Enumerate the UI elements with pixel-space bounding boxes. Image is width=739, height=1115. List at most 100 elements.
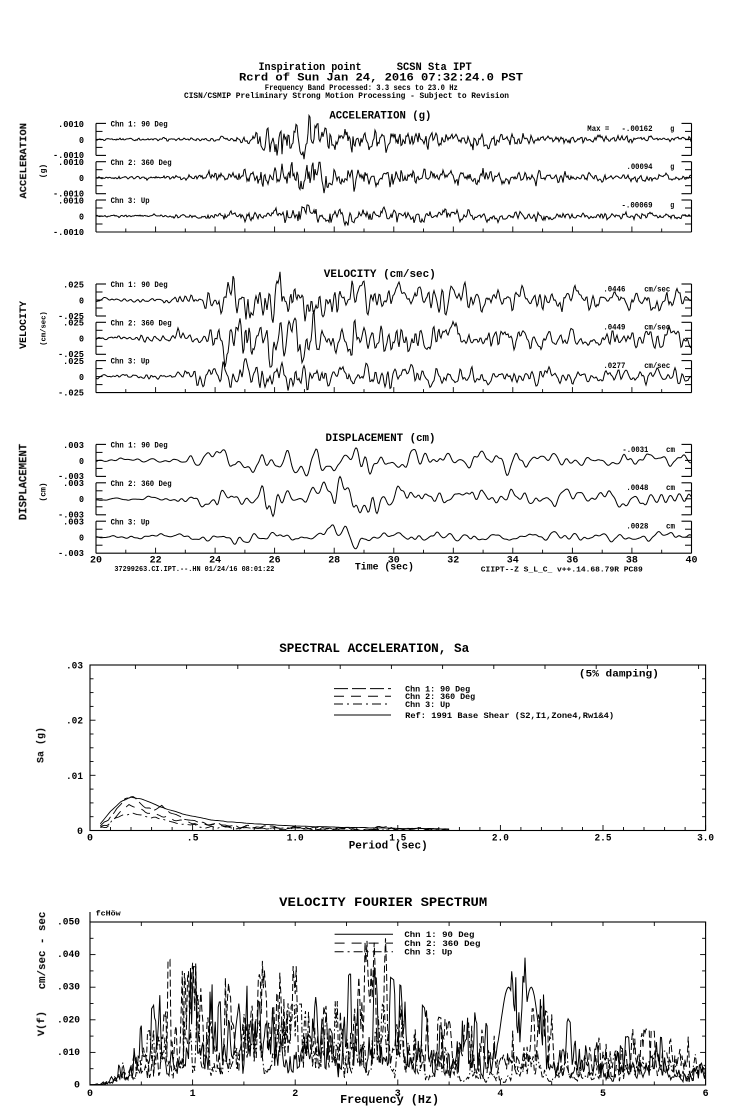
svg-text:2.5: 2.5 bbox=[595, 832, 612, 844]
svg-text:Time (sec): Time (sec) bbox=[355, 562, 414, 573]
svg-text:0: 0 bbox=[79, 135, 84, 146]
svg-text:3.0: 3.0 bbox=[697, 832, 714, 844]
svg-text:.0010: .0010 bbox=[58, 119, 84, 130]
svg-text:cm/sec: cm/sec bbox=[644, 324, 670, 333]
svg-text:.003: .003 bbox=[63, 517, 84, 528]
svg-text:g: g bbox=[670, 125, 674, 134]
svg-text:1.5: 1.5 bbox=[389, 832, 406, 844]
svg-text:.0010: .0010 bbox=[58, 157, 84, 168]
svg-text:g: g bbox=[670, 201, 674, 210]
svg-text:SPECTRAL ACCELERATION, Sa: SPECTRAL ACCELERATION, Sa bbox=[279, 641, 469, 656]
svg-text:Chn 3: Up: Chn 3: Up bbox=[111, 518, 150, 527]
svg-text:CISN/CSMIP Preliminary Strong: CISN/CSMIP Preliminary Strong Motion Pro… bbox=[184, 92, 509, 101]
svg-text:.025: .025 bbox=[63, 318, 84, 329]
svg-text:Chn 2: 360 Deg: Chn 2: 360 Deg bbox=[111, 159, 172, 168]
svg-text:(g): (g) bbox=[40, 164, 49, 178]
svg-text:SCSN Sta IPT: SCSN Sta IPT bbox=[397, 62, 472, 74]
svg-text:Sa (g): Sa (g) bbox=[35, 727, 47, 763]
svg-text:-.0010: -.0010 bbox=[53, 227, 84, 238]
svg-text:cm: cm bbox=[666, 446, 675, 455]
svg-text:.0446: .0446 bbox=[603, 285, 625, 294]
svg-text:37299263.CI.IPT.--.HN 01/24/16: 37299263.CI.IPT.--.HN 01/24/16 08:01:22 bbox=[114, 566, 274, 574]
svg-text:1.0: 1.0 bbox=[287, 832, 304, 844]
svg-text:.003: .003 bbox=[63, 478, 84, 489]
svg-text:34: 34 bbox=[507, 555, 519, 567]
svg-text:24: 24 bbox=[209, 555, 221, 567]
svg-text:Chn 3: Up: Chn 3: Up bbox=[111, 358, 150, 367]
svg-text:2.0: 2.0 bbox=[492, 832, 509, 844]
svg-text:-.025: -.025 bbox=[58, 349, 84, 360]
svg-text:28: 28 bbox=[328, 555, 340, 567]
svg-text:38: 38 bbox=[626, 555, 638, 567]
svg-text:VELOCITY (cm/sec): VELOCITY (cm/sec) bbox=[324, 269, 436, 281]
svg-text:32: 32 bbox=[447, 555, 459, 567]
svg-text:0: 0 bbox=[79, 494, 84, 505]
svg-text:(5% damping): (5% damping) bbox=[579, 669, 659, 681]
svg-text:Frequency (Hz): Frequency (Hz) bbox=[340, 1094, 439, 1107]
svg-text:2: 2 bbox=[292, 1088, 298, 1100]
svg-text:.020: .020 bbox=[57, 1014, 80, 1026]
svg-text:.0048: .0048 bbox=[626, 484, 648, 493]
svg-text:V(f): V(f) bbox=[36, 1011, 48, 1036]
svg-text:.5: .5 bbox=[187, 832, 199, 844]
svg-text:Chn 1: 90 Deg: Chn 1: 90 Deg bbox=[111, 442, 168, 451]
svg-text:6: 6 bbox=[703, 1088, 709, 1100]
svg-text:.0028: .0028 bbox=[626, 523, 648, 532]
svg-text:30: 30 bbox=[388, 555, 400, 567]
svg-text:0: 0 bbox=[79, 533, 84, 544]
svg-text:0: 0 bbox=[79, 295, 84, 306]
svg-text:-.0010: -.0010 bbox=[53, 150, 84, 161]
svg-text:Chn 3: Up: Chn 3: Up bbox=[111, 197, 150, 206]
svg-text:36: 36 bbox=[566, 555, 578, 567]
svg-text:Chn 1: 90 Deg: Chn 1: 90 Deg bbox=[111, 281, 168, 290]
svg-text:.02: .02 bbox=[66, 716, 83, 728]
svg-text:.03: .03 bbox=[66, 661, 83, 673]
svg-text:.01: .01 bbox=[66, 771, 83, 783]
svg-text:0: 0 bbox=[87, 832, 93, 844]
svg-text:.025: .025 bbox=[63, 279, 84, 290]
svg-text:0: 0 bbox=[79, 211, 84, 222]
svg-text:-.0010: -.0010 bbox=[53, 189, 84, 200]
svg-text:Ref: 1991 Base Shear (S2,I1,Zo: Ref: 1991 Base Shear (S2,I1,Zone4,Rw1&4) bbox=[405, 711, 614, 721]
svg-text:0: 0 bbox=[79, 334, 84, 345]
svg-text:-.00069: -.00069 bbox=[622, 201, 653, 210]
svg-text:Chn 2: 360 Deg: Chn 2: 360 Deg bbox=[111, 480, 172, 489]
svg-text:(cm): (cm) bbox=[40, 482, 49, 501]
svg-text:ACCELERATION: ACCELERATION bbox=[18, 123, 30, 199]
svg-text:cm: cm bbox=[666, 484, 675, 493]
svg-text:cm/sec: cm/sec bbox=[644, 362, 670, 371]
svg-text:0: 0 bbox=[77, 826, 83, 838]
svg-text:.0277: .0277 bbox=[603, 362, 625, 371]
svg-text:0: 0 bbox=[74, 1080, 80, 1092]
svg-text:3: 3 bbox=[395, 1088, 401, 1100]
svg-text:.040: .040 bbox=[57, 949, 80, 961]
svg-text:VELOCITY FOURIER SPECTRUM: VELOCITY FOURIER SPECTRUM bbox=[279, 895, 487, 910]
svg-text:Chn 2: 360 Deg: Chn 2: 360 Deg bbox=[111, 319, 172, 328]
svg-text:.050: .050 bbox=[57, 917, 80, 929]
svg-text:cm: cm bbox=[666, 523, 675, 532]
svg-text:Period (sec): Period (sec) bbox=[349, 841, 428, 853]
svg-text:ACCELERATION (g): ACCELERATION (g) bbox=[329, 111, 431, 123]
svg-text:Inspiration point: Inspiration point bbox=[259, 62, 362, 74]
svg-text:4: 4 bbox=[497, 1088, 503, 1100]
svg-text:.010: .010 bbox=[57, 1047, 80, 1059]
svg-text:0: 0 bbox=[79, 173, 84, 184]
svg-text:-.0031: -.0031 bbox=[622, 446, 648, 455]
svg-text:(cm/sec): (cm/sec) bbox=[41, 311, 49, 346]
svg-text:Max =: Max = bbox=[587, 125, 609, 134]
svg-text:.0449: .0449 bbox=[603, 324, 625, 333]
svg-text:.00094: .00094 bbox=[627, 163, 653, 172]
svg-text:Chn 3: Up: Chn 3: Up bbox=[405, 700, 450, 710]
svg-text:Chn 2: 360 Deg: Chn 2: 360 Deg bbox=[405, 692, 475, 702]
svg-text:0: 0 bbox=[87, 1088, 93, 1100]
svg-text:Chn 1: 90 Deg: Chn 1: 90 Deg bbox=[404, 930, 474, 940]
svg-text:5: 5 bbox=[600, 1088, 606, 1100]
svg-text:0: 0 bbox=[79, 456, 84, 467]
svg-text:Chn 1: 90 Deg: Chn 1: 90 Deg bbox=[111, 121, 168, 130]
svg-text:DISPLACEMENT: DISPLACEMENT bbox=[18, 443, 30, 520]
svg-text:cm/sec - sec: cm/sec - sec bbox=[37, 912, 49, 990]
svg-text:CIIPT--Z S_L_C_ v++.14.68.79: CIIPT--Z S_L_C_ v++.14.68.79R PC89 bbox=[481, 567, 643, 575]
svg-text:fcHöw: fcHöw bbox=[96, 911, 121, 919]
svg-text:0: 0 bbox=[79, 372, 84, 383]
svg-text:1: 1 bbox=[190, 1088, 196, 1100]
